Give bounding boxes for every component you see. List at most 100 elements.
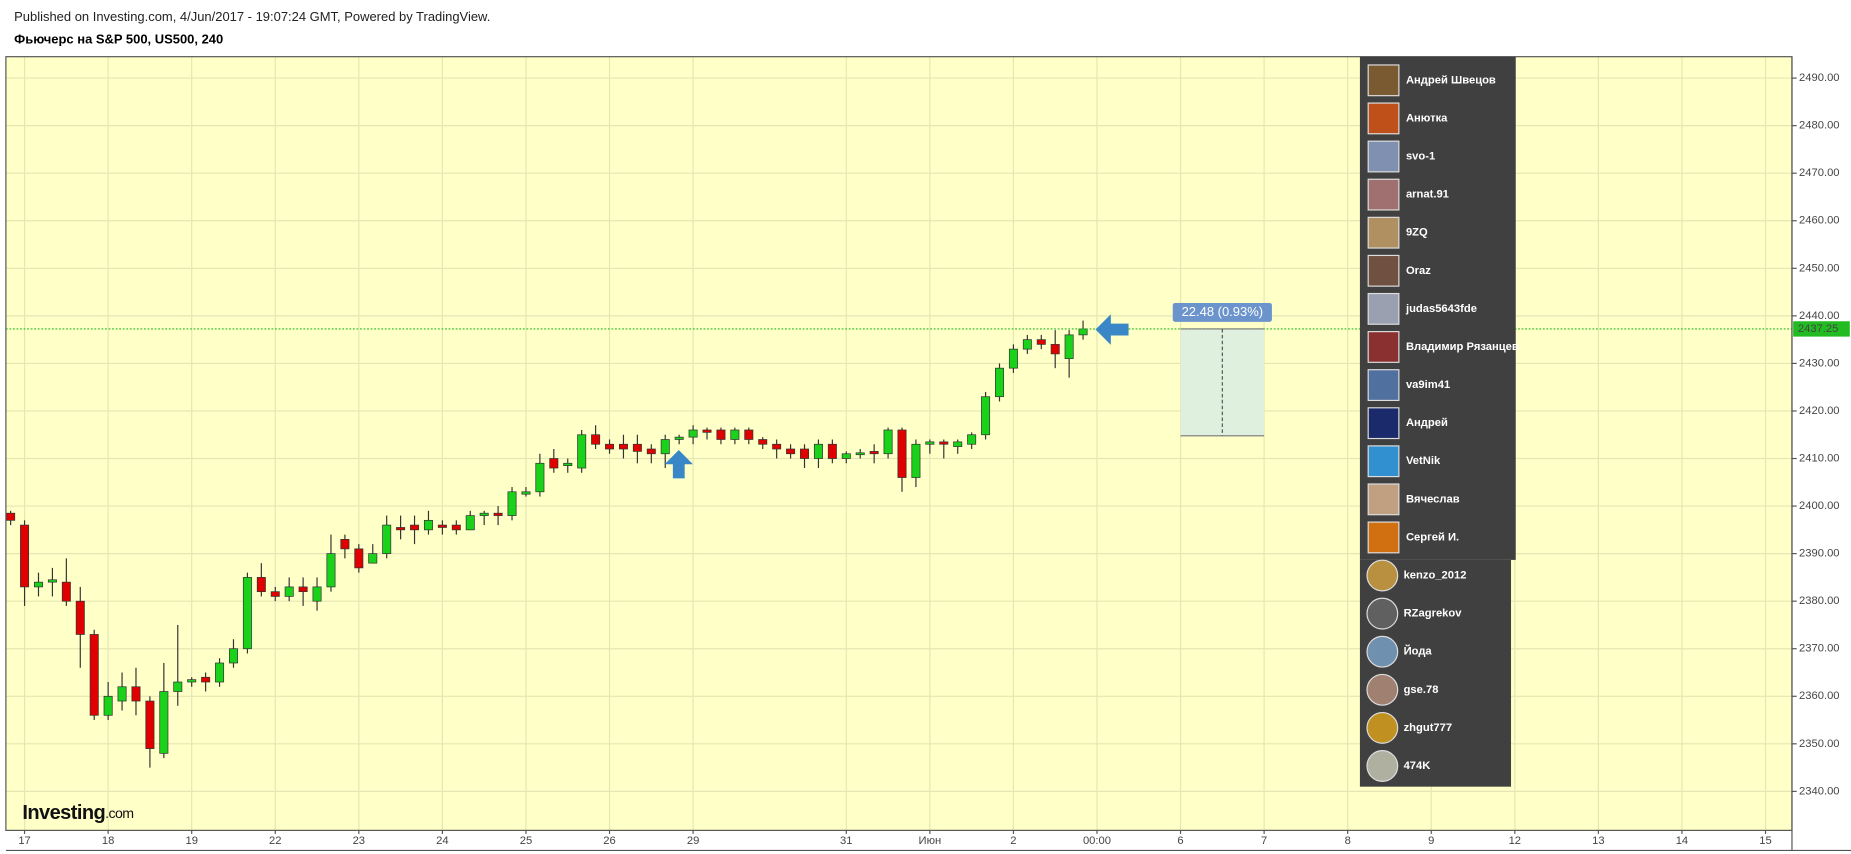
user-name: svo-1 (1406, 150, 1435, 162)
candle-body (1064, 334, 1074, 360)
candle-body (284, 586, 294, 597)
user-name: Вячеслав (1406, 493, 1460, 505)
candle-body (744, 429, 754, 440)
user-name: Йода (1404, 645, 1433, 658)
candle-body (47, 579, 57, 583)
user-name: gse.78 (1404, 684, 1439, 696)
candle-body (981, 396, 991, 436)
y-tick-label: 2440.00 (1799, 310, 1839, 322)
candle-body (103, 695, 113, 716)
y-tick-label: 2410.00 (1799, 452, 1839, 464)
candle-body (75, 600, 85, 635)
y-tick-label: 2480.00 (1799, 120, 1839, 132)
user-name: va9im41 (1406, 379, 1450, 391)
x-tick-label: 17 (18, 835, 30, 847)
arrow-up (664, 450, 693, 479)
candle-body (368, 553, 378, 564)
user-name: zhgut777 (1404, 722, 1453, 734)
x-tick-label: 25 (520, 835, 532, 847)
x-tick-label: 19 (185, 835, 197, 847)
candle-body (549, 458, 559, 469)
user-name: arnat.91 (1406, 189, 1449, 201)
x-tick-label: 12 (1509, 835, 1521, 847)
user-name: VetNik (1406, 455, 1441, 467)
candle-body (326, 553, 336, 588)
user-avatar (1366, 673, 1399, 706)
candle-body (1078, 328, 1088, 336)
candle-body (660, 439, 670, 455)
published-note: Published on Investing.com, 4/Jun/2017 -… (14, 9, 490, 24)
candle-body (995, 367, 1004, 398)
candle-body (632, 443, 642, 452)
candle-body (89, 634, 99, 716)
user-avatar (1367, 254, 1400, 287)
x-tick-label: 15 (1759, 835, 1771, 847)
x-tick-label: 8 (1345, 835, 1351, 847)
y-tick-label: 2420.00 (1799, 405, 1839, 417)
x-tick-label: 29 (687, 835, 699, 847)
y-tick-label: 2380.00 (1799, 595, 1839, 607)
candle-body (521, 491, 531, 495)
user-avatar (1366, 597, 1399, 630)
candle-body (242, 577, 252, 650)
candle-body (869, 451, 879, 455)
measure-label: 22.48 (0.93%) (1182, 304, 1263, 319)
users-panel-lower (1359, 559, 1512, 787)
candle-body (493, 512, 503, 516)
y-tick-label: 2490.00 (1799, 72, 1839, 84)
candle-body (465, 515, 475, 531)
user-avatar (1366, 635, 1399, 668)
candle-body (591, 434, 601, 445)
candle-body (396, 527, 406, 531)
candle-body (228, 648, 238, 664)
candle-body (841, 453, 851, 459)
candle-body (507, 491, 517, 516)
candle-body (20, 524, 30, 588)
candle-body (855, 452, 865, 456)
candle-body (967, 434, 977, 445)
candle-body (702, 429, 712, 433)
y-tick-label: 2390.00 (1799, 548, 1839, 560)
candle-body (298, 586, 308, 593)
user-avatar (1367, 102, 1400, 135)
user-avatar (1367, 64, 1400, 97)
candle-body (674, 436, 684, 440)
x-tick-label: 23 (353, 835, 365, 847)
x-tick-label: 6 (1177, 835, 1183, 847)
x-tick-label: 14 (1676, 835, 1688, 847)
candle-body (813, 443, 823, 459)
x-tick-label: 18 (102, 835, 114, 847)
last-price-tag (1793, 321, 1850, 337)
x-tick-label: 13 (1592, 835, 1604, 847)
candle-body (270, 591, 280, 597)
y-tick-label: 2370.00 (1799, 643, 1839, 655)
candle-body (646, 448, 656, 455)
candle-body (758, 439, 768, 445)
candle-body (883, 429, 893, 455)
candle-body (256, 577, 266, 593)
candle-body (312, 586, 322, 602)
user-avatar (1367, 178, 1400, 211)
candle-body (410, 524, 420, 531)
user-avatar (1367, 407, 1400, 440)
candle-body (800, 448, 809, 459)
x-tick-label: 2 (1010, 835, 1016, 847)
y-tick-label: 2400.00 (1799, 500, 1839, 512)
user-avatar (1367, 216, 1400, 249)
x-tick-label: 9 (1428, 835, 1434, 847)
candle-body (479, 512, 489, 516)
candle-body (187, 679, 197, 683)
user-avatar (1367, 483, 1400, 516)
user-avatar (1367, 369, 1400, 402)
user-avatar (1367, 140, 1400, 173)
candle-body (451, 524, 461, 531)
user-name: 474K (1404, 760, 1431, 772)
candle-body (145, 700, 155, 749)
candle-body (1022, 339, 1032, 350)
user-name: Oraz (1406, 265, 1431, 277)
user-name: Андрей (1406, 417, 1448, 429)
user-name: Владимир Рязанцев (1406, 341, 1519, 353)
candle-body (382, 524, 392, 554)
candle-body (423, 519, 433, 531)
